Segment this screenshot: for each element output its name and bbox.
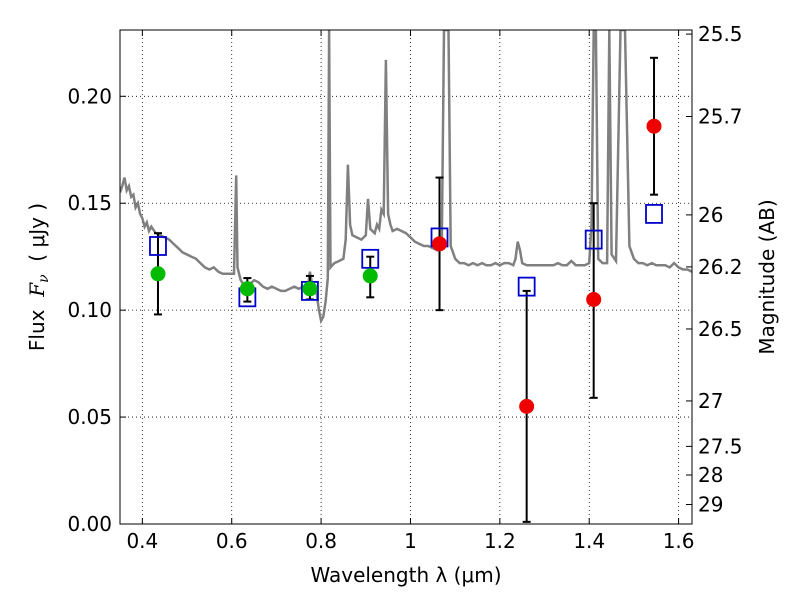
observed-points-layer [150,118,662,414]
right-tick-label: 26 [698,203,723,227]
model-photometry-square [645,204,663,224]
x-tick-label: 1.4 [573,529,605,553]
x-tick-label: 0.6 [216,529,248,553]
y-axis-title-right: Magnitude (AB) [755,199,779,354]
observed-point-red [586,291,602,307]
model-photometry-square [584,229,603,250]
ylabel-symbol: F [25,282,49,298]
observed-point-red [432,236,448,252]
model-spectrum-line [120,30,692,325]
right-tick-label: 26.2 [698,255,743,279]
y-tick-label: 0.00 [67,512,112,536]
right-tick-label: 25.5 [698,22,743,46]
x-tick-label: 0.4 [126,529,158,553]
observed-point-green [302,281,318,297]
y-tick-label: 0.10 [67,298,112,322]
x-tick-label: 0.8 [305,529,337,553]
y-tick-label: 0.05 [67,405,112,429]
model-photometry-square [517,276,536,297]
ylabel-prefix: Flux [25,297,49,351]
right-tick-label: 27.5 [698,434,743,458]
observed-point-green [239,281,255,297]
y-tick-label: 0.20 [67,84,112,108]
observed-point-red [519,398,535,414]
plot-frame [119,29,693,525]
x-tick-label: 1 [404,529,417,553]
x-tick-label: 1.2 [484,529,516,553]
grid [120,30,692,525]
ticks: 0.4 0.6 0.8 1 1.2 1.4 1.6 0.00 0.05 0.10 0.15 0.20 2… [67,22,742,553]
right-tick-label: 29 [698,492,723,516]
ylabel-subscript: ν [36,274,52,283]
model-photometry-layer [149,204,663,308]
errorbar-layer [153,56,659,523]
ylabel-suffix: ( μJy ) [25,203,49,275]
x-axis-title: Wavelength λ (μm) [310,563,501,587]
observed-point-green [362,268,378,284]
y-tick-label: 0.15 [67,191,112,215]
right-tick-label: 27 [698,389,723,413]
observed-point-red [646,118,662,134]
model-photometry-square [149,236,167,256]
model-spectrum-layer [120,30,692,325]
model-photometry-square [361,248,380,269]
observed-point-green [150,266,166,282]
x-tick-label: 1.6 [663,529,695,553]
right-tick-label: 28 [698,463,723,487]
right-tick-label: 25.7 [698,105,743,129]
right-tick-label: 26.5 [698,317,743,341]
y-axis-title-left: Flux Fν ( μJy ) [25,203,52,351]
